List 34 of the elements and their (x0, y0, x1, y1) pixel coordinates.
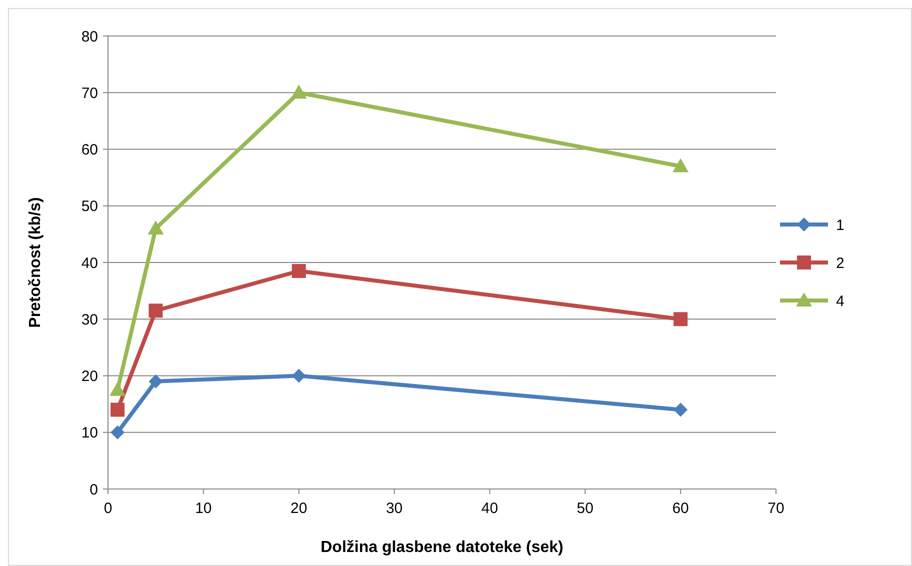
y-tick-label: 60 (81, 142, 98, 158)
point (148, 374, 163, 388)
y-tick-label: 20 (81, 368, 98, 385)
x-tick-label: 30 (386, 500, 403, 517)
point (110, 425, 125, 440)
point (674, 312, 688, 326)
point (148, 304, 163, 318)
legend-label: 2 (836, 254, 844, 272)
point (292, 368, 306, 383)
x-tick-label: 70 (768, 500, 784, 517)
point (110, 402, 125, 417)
legend-label: 4 (836, 292, 844, 310)
point (674, 402, 688, 417)
y-tick-label: 30 (81, 311, 98, 328)
point (110, 382, 126, 396)
y-axis-title: Pretočnost (kb/s) (27, 197, 44, 328)
point (290, 84, 307, 99)
x-tick-label: 60 (672, 500, 689, 517)
x-tick-label: 20 (290, 500, 308, 517)
x-tick-label: 50 (576, 500, 594, 517)
point (148, 220, 164, 235)
x-tick-label: 10 (195, 500, 212, 517)
y-tick-label: 50 (81, 198, 98, 216)
legend-label: 1 (836, 216, 844, 234)
y-tick-label: 0 (90, 481, 98, 498)
y-tick-label: 40 (81, 254, 98, 272)
y-tick-label: 70 (81, 84, 98, 102)
point (672, 158, 689, 172)
y-tick-label: 10 (81, 424, 98, 442)
y-tick-label: 80 (81, 28, 98, 46)
x-tick-label: 40 (481, 500, 498, 517)
point (292, 264, 306, 278)
x-axis-title: Dolžina glasbene datoteke (sek) (320, 539, 564, 556)
x-tick-label: 0 (104, 500, 112, 517)
